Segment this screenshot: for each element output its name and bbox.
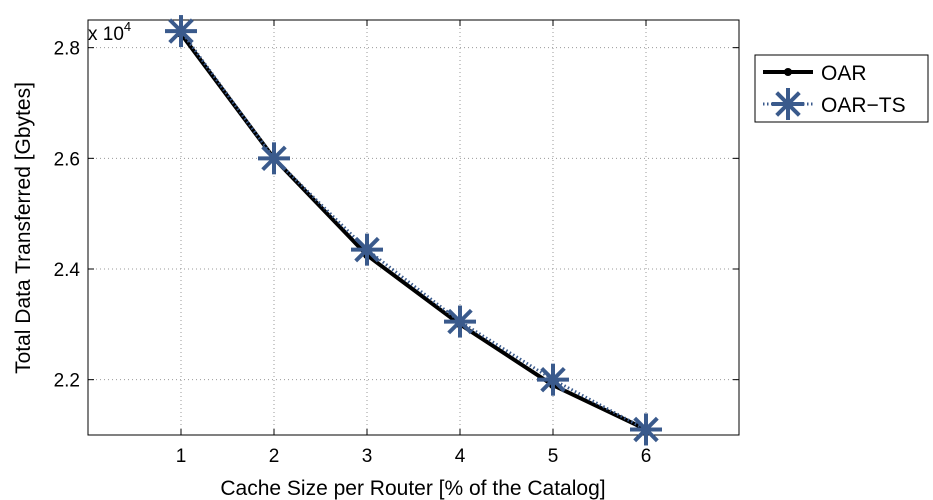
grid (88, 20, 739, 435)
y-tick-label: 2.2 (54, 371, 80, 392)
data-point (537, 363, 569, 396)
legend: OAR OAR−TS (754, 54, 929, 123)
series-1 (165, 15, 662, 446)
series-line (179, 30, 647, 431)
legend-label: OAR−TS (821, 94, 906, 117)
data-point (258, 142, 290, 175)
series-0 (177, 29, 650, 434)
x-tick-label: 5 (548, 446, 559, 467)
series-line (179, 32, 647, 432)
legend-entry: OAR−TS (763, 88, 906, 120)
legend-entry: OAR (763, 62, 867, 85)
legend-marker (772, 88, 804, 120)
data-point (351, 233, 383, 266)
x-axis-label: Cache Size per Router [% of the Catalog] (220, 477, 605, 500)
series-layer (165, 15, 662, 446)
x-tick-label: 2 (269, 446, 280, 467)
y-tick-label: 2.6 (54, 149, 80, 170)
x-tick-label: 4 (455, 446, 466, 467)
y-tick-label: 2.8 (54, 39, 80, 60)
x-tick-label: 1 (176, 446, 187, 467)
y-multiplier: x 104 (88, 19, 131, 45)
axis-ticks: 1 2 3 4 5 6 2.2 2.4 2.6 2.8 (54, 20, 739, 467)
y-tick-label: 2.4 (54, 260, 81, 281)
data-point (444, 305, 476, 338)
data-point (630, 413, 662, 446)
y-axis-label: Total Data Transferred [Gbytes] (12, 82, 35, 374)
legend-label: OAR (821, 62, 867, 85)
x-tick-label: 3 (362, 446, 373, 467)
plot-frame (87, 19, 740, 436)
legend-marker (784, 68, 792, 76)
data-point (165, 15, 197, 48)
x-tick-label: 6 (641, 446, 652, 467)
